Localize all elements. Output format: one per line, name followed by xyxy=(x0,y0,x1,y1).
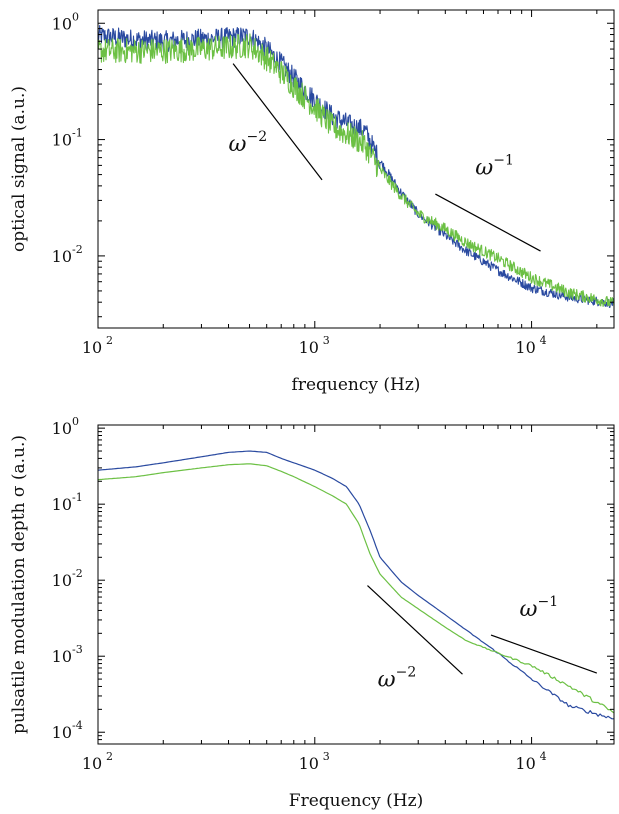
series-1-line xyxy=(98,463,614,714)
x-tick-label: 10 xyxy=(515,754,535,773)
x-axis-label: frequency (Hz) xyxy=(292,375,421,395)
series-0-line xyxy=(98,25,614,308)
x-tick-label: 10 xyxy=(299,338,319,357)
series-0-line xyxy=(98,450,614,720)
slope-guide-line xyxy=(367,585,463,675)
slope-label-exponent: −1 xyxy=(537,594,558,610)
x-tick-label: 10 xyxy=(82,338,102,357)
slope-guide-line xyxy=(435,193,541,252)
slope-label-base: ω xyxy=(475,156,493,181)
y-tick-exponent: -1 xyxy=(72,127,83,140)
x-tick-exponent: 2 xyxy=(106,750,113,763)
slope-label: ω−1 xyxy=(475,153,514,181)
slope-label-exponent: −1 xyxy=(493,153,514,169)
x-tick-exponent: 4 xyxy=(540,334,547,347)
y-tick-exponent: -1 xyxy=(72,491,83,504)
y-tick-label: 10 xyxy=(52,571,72,590)
slope-guide-line xyxy=(232,63,323,181)
plot-area xyxy=(98,450,614,720)
x-tick-exponent: 3 xyxy=(323,334,330,347)
slope-label-exponent: −2 xyxy=(246,129,267,145)
y-tick-exponent: -2 xyxy=(72,243,83,256)
y-tick-exponent: -2 xyxy=(72,567,83,580)
slope-guide-line xyxy=(490,634,598,674)
axes-frame xyxy=(97,9,615,329)
y-axis-label: pulsatile modulation depth σ (a.u.) xyxy=(9,435,29,734)
x-tick-label: 10 xyxy=(515,338,535,357)
x-tick-exponent: 3 xyxy=(323,750,330,763)
slope-label: ω−2 xyxy=(229,129,268,157)
slope-label: ω−1 xyxy=(520,594,559,622)
x-axis-label: Frequency (Hz) xyxy=(289,791,423,811)
y-tick-exponent: 0 xyxy=(72,10,79,23)
x-tick-exponent: 4 xyxy=(540,750,547,763)
x-tick-label: 10 xyxy=(299,754,319,773)
slope-label-base: ω xyxy=(520,597,538,622)
y-tick-exponent: 0 xyxy=(72,415,79,428)
x-tick-label: 10 xyxy=(82,754,102,773)
x-tick-exponent: 2 xyxy=(106,334,113,347)
y-tick-exponent: -4 xyxy=(72,719,83,732)
y-tick-label: 10 xyxy=(52,495,72,514)
slope-label: ω−2 xyxy=(378,664,417,692)
slope-label-base: ω xyxy=(378,667,396,692)
y-tick-label: 10 xyxy=(52,14,72,33)
y-tick-label: 10 xyxy=(52,723,72,742)
y-axis-label: optical signal (a.u.) xyxy=(9,86,29,252)
y-tick-exponent: -3 xyxy=(72,643,83,656)
y-tick-label: 10 xyxy=(52,247,72,266)
y-tick-label: 10 xyxy=(52,131,72,150)
series-1-line xyxy=(98,33,614,307)
y-tick-label: 10 xyxy=(52,419,72,438)
plot-area xyxy=(98,25,614,308)
slope-label-exponent: −2 xyxy=(396,664,417,680)
y-tick-label: 10 xyxy=(52,647,72,666)
slope-label-base: ω xyxy=(229,132,247,157)
axes-frame xyxy=(97,424,615,745)
